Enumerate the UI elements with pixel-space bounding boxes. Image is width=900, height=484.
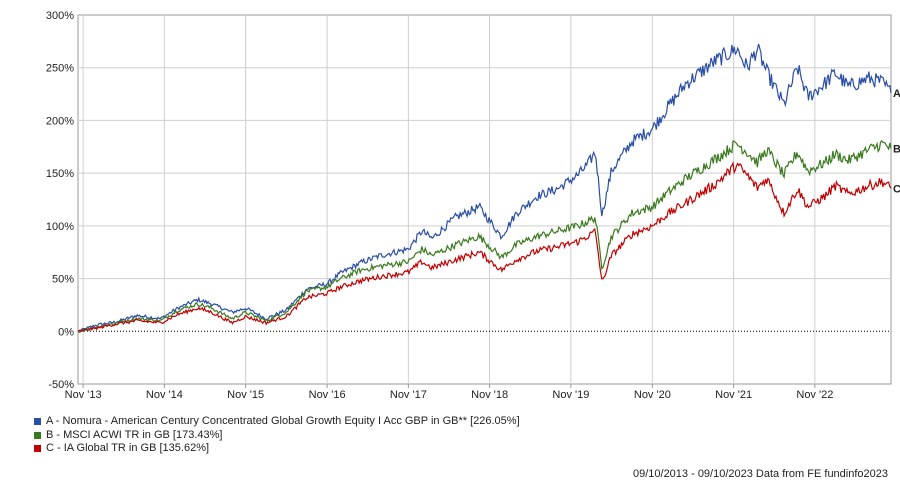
series-line-b (77, 139, 892, 333)
series-end-label-c: C (893, 183, 900, 195)
series-line-c (77, 160, 892, 332)
series-end-label-b: B (893, 143, 900, 155)
legend-item-c: C - IA Global TR in GB [135.62%] (34, 442, 520, 456)
y-tick-label: 100% (46, 221, 74, 233)
legend-swatch-b (34, 431, 41, 439)
x-tick-label: Nov '20 (634, 389, 671, 401)
data-source-footer: 09/10/2013 - 09/10/2023 Data from FE fun… (632, 468, 888, 480)
x-tick-label: Nov '17 (390, 389, 427, 401)
x-tick-label: Nov '13 (65, 389, 102, 401)
y-tick-label: 300% (46, 10, 74, 22)
legend-swatch-a (34, 418, 41, 426)
x-tick-label: Nov '22 (796, 389, 833, 401)
x-tick-label: Nov '15 (227, 389, 264, 401)
legend-swatch-c (34, 445, 41, 453)
y-tick-label: -50% (48, 379, 74, 391)
series-line-a (77, 43, 892, 332)
x-tick-label: Nov '21 (715, 389, 752, 401)
y-tick-label: 200% (46, 115, 74, 127)
legend-label-c: C - IA Global TR in GB [135.62%] (46, 442, 210, 454)
y-tick-label: 0% (58, 326, 74, 338)
legend-label-b: B - MSCI ACWI TR in GB [173.43%] (46, 428, 223, 441)
chart-legend: A - Nomura - American Century Concentrat… (34, 415, 520, 456)
y-tick-label: 250% (46, 63, 74, 75)
performance-chart: -50% 0% 50% 100% 150% 200% 250% 300% Nov '13 Nov … (46, 10, 900, 401)
legend-item-b: B - MSCI ACWI TR in GB [173.43%] (34, 429, 520, 443)
legend-label-a: A - Nomura - American Century Concentrat… (46, 415, 520, 427)
x-tick-label: Nov '19 (552, 389, 589, 401)
x-tick-label: Nov '14 (146, 389, 183, 401)
y-tick-label: 150% (46, 168, 74, 180)
legend-item-a: A - Nomura - American Century Concentrat… (34, 415, 520, 429)
series-end-label-a: A (893, 88, 900, 100)
x-tick-label: Nov '16 (309, 389, 346, 401)
x-tick-label: Nov '18 (471, 389, 508, 401)
plot-area (77, 14, 892, 385)
y-tick-label: 50% (52, 274, 74, 286)
